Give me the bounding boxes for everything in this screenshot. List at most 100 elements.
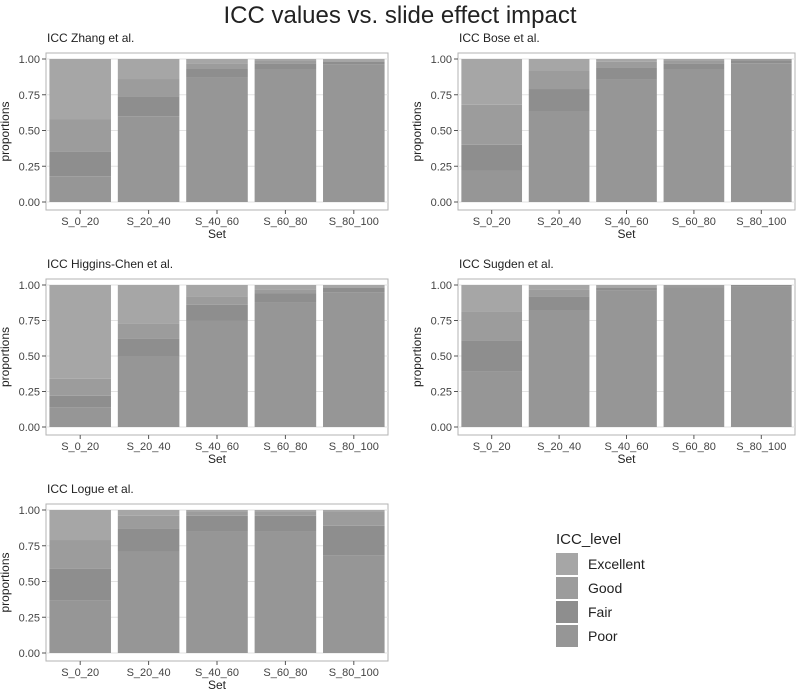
bar-segment-poor-s_40_60: [186, 320, 248, 427]
y-tick-label: 0.00: [19, 422, 40, 434]
panel-title: ICC Logue et al.: [47, 482, 134, 496]
panel-4: ICC Sugden et al. 0.00 0.25 0.50 0.75 1.00 S_0…: [410, 257, 796, 466]
legend-key-fair: [556, 601, 578, 623]
bar-segment-excellent-s_0_20: [461, 59, 523, 105]
panel-title: ICC Higgins-Chen et al.: [47, 257, 173, 271]
bar-segment-fair-s_80_100: [323, 61, 385, 65]
bar-segment-fair-s_20_40: [117, 96, 180, 117]
x-tick-label: S_80_100: [329, 441, 379, 453]
y-tick-label: 1.00: [431, 54, 452, 66]
y-tick-label: 0.75: [431, 90, 452, 102]
y-tick-label: 0.25: [19, 387, 40, 399]
bar-segment-good-s_40_60: [596, 61, 657, 68]
bar-segment-poor-s_80_100: [323, 64, 385, 202]
bar-segment-good-s_60_80: [254, 289, 317, 294]
bar-segment-poor-s_60_80: [254, 69, 317, 202]
bar-segment-fair-s_40_60: [186, 69, 248, 78]
bar-segment-excellent-s_40_60: [596, 285, 657, 287]
x-tick-label: S_20_40: [127, 667, 171, 679]
bar-segment-excellent-s_80_100: [323, 285, 385, 287]
bar-segment-poor-s_60_80: [254, 302, 317, 427]
y-axis-title: proportions: [0, 552, 12, 612]
legend-label-excellent: Excellent: [588, 556, 645, 572]
y-axis-title: proportions: [0, 101, 12, 161]
bar-segment-poor-s_80_100: [323, 292, 385, 427]
y-tick-label: 0.25: [431, 161, 452, 173]
bar-segment-fair-s_80_100: [730, 285, 792, 287]
y-tick-label: 0.25: [19, 612, 40, 624]
bar-segment-poor-s_0_20: [461, 371, 523, 427]
y-tick-label: 0.75: [19, 316, 40, 328]
bar-segment-poor-s_40_60: [186, 77, 248, 202]
bar-segment-good-s_20_40: [528, 70, 590, 90]
y-tick-label: 1.00: [431, 280, 452, 292]
y-tick-label: 0.00: [431, 197, 452, 209]
bar-segment-good-s_20_40: [117, 79, 180, 97]
legend-label-poor: Poor: [588, 628, 618, 644]
y-tick-label: 0.00: [431, 422, 452, 434]
bar-segment-fair-s_40_60: [186, 515, 248, 532]
bar-segment-fair-s_80_100: [730, 60, 792, 64]
bar-segment-good-s_0_20: [49, 119, 111, 152]
bar-segment-fair-s_20_40: [117, 338, 180, 356]
y-tick-label: 0.50: [431, 126, 452, 138]
bar-segment-good-s_0_20: [49, 378, 111, 396]
bar-segment-poor-s_20_40: [528, 111, 590, 202]
bar-segment-excellent-s_0_20: [49, 59, 111, 120]
bar-segment-poor-s_60_80: [254, 531, 317, 653]
x-tick-label: S_80_100: [329, 216, 379, 228]
legend-key-good: [556, 577, 578, 599]
x-tick-label: S_0_20: [61, 216, 99, 228]
bar-segment-excellent-s_20_40: [117, 59, 180, 80]
bar-segment-good-s_60_80: [254, 511, 317, 516]
bar-segment-fair-s_20_40: [117, 528, 180, 552]
bar-segment-excellent-s_60_80: [663, 59, 725, 61]
panel-title: ICC Bose et al.: [459, 31, 540, 45]
y-tick-label: 0.50: [431, 351, 452, 363]
bar-segment-good-s_60_80: [254, 60, 317, 64]
legend-title: ICC_level: [556, 531, 621, 548]
bar-segment-good-s_80_100: [323, 60, 385, 62]
bar-segment-fair-s_40_60: [596, 67, 657, 80]
bar-segment-fair-s_80_100: [323, 287, 385, 293]
bar-segment-good-s_20_40: [117, 515, 180, 529]
bar-segment-good-s_40_60: [596, 286, 657, 288]
bar-segment-fair-s_60_80: [663, 286, 725, 288]
x-tick-label: S_40_60: [195, 216, 239, 228]
bar-segment-poor-s_0_20: [49, 407, 111, 427]
bar-segment-fair-s_0_20: [49, 568, 111, 601]
panel-1: ICC Zhang et al. 0.00 0.25 0.50 0.75 1.00 S_0_…: [0, 31, 389, 241]
y-tick-label: 1.00: [19, 280, 40, 292]
x-axis-title: Set: [208, 678, 227, 692]
bar-segment-excellent-s_0_20: [461, 285, 523, 312]
bar-segment-poor-s_20_40: [117, 356, 180, 427]
x-tick-label: S_0_20: [61, 441, 99, 453]
bar-segment-fair-s_40_60: [596, 287, 657, 291]
x-tick-label: S_0_20: [473, 441, 511, 453]
x-tick-label: S_60_80: [263, 441, 307, 453]
y-tick-label: 0.50: [19, 351, 40, 363]
bar-segment-good-s_20_40: [117, 323, 180, 339]
bar-segment-good-s_0_20: [49, 540, 111, 569]
legend-key-excellent: [556, 553, 578, 575]
bar-segment-excellent-s_80_100: [323, 510, 385, 512]
y-tick-label: 0.25: [19, 161, 40, 173]
legend: ICC_level Excellent Good Fair Poor: [556, 531, 645, 647]
bar-segment-good-s_40_60: [186, 63, 248, 70]
bar-segment-poor-s_80_100: [730, 286, 792, 427]
y-tick-label: 0.75: [431, 316, 452, 328]
panel-5: ICC Logue et al. 0.00 0.25 0.50 0.75 1.00 S_0_…: [0, 482, 389, 692]
bar-segment-good-s_80_100: [730, 59, 792, 61]
bar-segment-poor-s_40_60: [596, 79, 657, 202]
x-tick-label: S_80_100: [736, 441, 786, 453]
bar-segment-fair-s_60_80: [254, 63, 317, 70]
bar-segment-good-s_60_80: [663, 285, 725, 287]
bar-segment-excellent-s_40_60: [186, 510, 248, 512]
bar-segment-excellent-s_40_60: [186, 59, 248, 64]
bar-segment-fair-s_0_20: [461, 144, 523, 171]
x-tick-label: S_40_60: [604, 441, 648, 453]
bar-segment-fair-s_60_80: [254, 293, 317, 303]
bar-segment-excellent-s_60_80: [254, 510, 317, 512]
bar-segment-good-s_60_80: [663, 60, 725, 64]
